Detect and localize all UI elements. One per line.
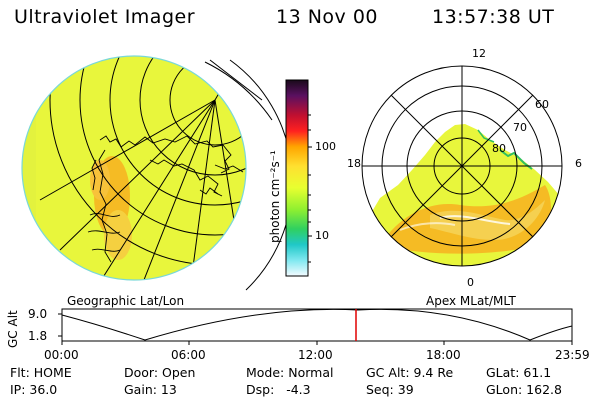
status-ip: IP: 36.0 (10, 382, 58, 397)
colorbar-tick-10: 10 (315, 229, 329, 242)
timeline-ytick-bottom: 1.8 (28, 329, 48, 343)
earth-disk (22, 56, 246, 280)
colorbar-tick-100: 100 (315, 140, 336, 153)
status-door: Door: Open (124, 365, 196, 380)
status-glon: GLon: 162.8 (486, 382, 562, 397)
status-glat: GLat: 61.1 (486, 365, 552, 380)
timeline-xtick-2: 12:00 (298, 348, 333, 362)
gc-alt-timeline (58, 308, 573, 345)
status-dsp: Dsp: -4.3 (246, 382, 311, 397)
colorbar-unit-label: photon cm⁻²s⁻¹ (268, 150, 282, 243)
mlt-label-12: 12 (472, 47, 486, 60)
timeline-xtick-3: 18:00 (426, 348, 461, 362)
mlat-label-60: 60 (535, 98, 549, 111)
mlt-label-6: 6 (575, 157, 582, 170)
timeline-xtick-4: 23:59 (555, 348, 590, 362)
timeline-xtick-1: 06:00 (171, 348, 206, 362)
instrument-title: Ultraviolet Imager (14, 6, 196, 28)
status-flt: Flt: HOME (10, 365, 72, 380)
date-label: 13 Nov 00 (276, 6, 379, 28)
left-map-caption: Geographic Lat/Lon (67, 294, 185, 308)
right-map-caption: Apex MLat/MLT (426, 294, 516, 308)
colorbar-ticks (308, 114, 312, 263)
timeline-ylabel: GC Alt (6, 310, 20, 348)
apex-polar-map (361, 65, 563, 267)
timeline-xtick-0: 00:00 (44, 348, 79, 362)
status-gc-alt: GC Alt: 9.4 Re (366, 365, 454, 380)
mlt-label-18: 18 (347, 157, 361, 170)
mlat-label-70: 70 (513, 121, 527, 134)
status-mode: Mode: Normal (246, 365, 334, 380)
mlat-label-80: 80 (492, 142, 506, 155)
aurora-blob (104, 210, 132, 260)
status-gain: Gain: 13 (124, 382, 177, 397)
status-seq: Seq: 39 (366, 382, 414, 397)
mlt-label-0: 0 (467, 276, 474, 289)
time-label: 13:57:38 UT (432, 6, 555, 28)
colorbar (285, 79, 309, 277)
timeline-ytick-top: 9.0 (28, 307, 48, 321)
aurora-blob (90, 160, 110, 200)
